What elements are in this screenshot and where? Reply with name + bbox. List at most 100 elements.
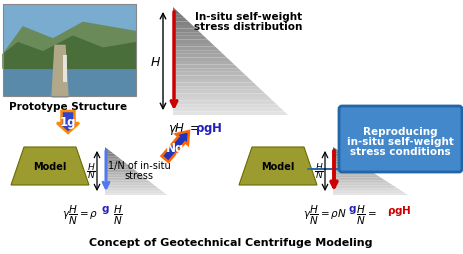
Polygon shape <box>105 157 119 158</box>
Polygon shape <box>333 157 350 158</box>
Text: H: H <box>150 55 160 68</box>
Text: Ng: Ng <box>165 142 184 155</box>
Polygon shape <box>105 194 167 195</box>
Polygon shape <box>173 105 280 108</box>
Polygon shape <box>173 15 184 19</box>
Polygon shape <box>173 8 177 11</box>
Bar <box>3 5 136 55</box>
Polygon shape <box>105 168 134 170</box>
Text: stress: stress <box>125 170 154 180</box>
Text: Reproducing: Reproducing <box>363 126 438 136</box>
Text: $\gamma\dfrac{H}{N}=\rho$: $\gamma\dfrac{H}{N}=\rho$ <box>62 203 98 226</box>
Polygon shape <box>105 171 138 173</box>
Polygon shape <box>333 194 408 195</box>
Text: H: H <box>315 163 322 172</box>
Polygon shape <box>333 162 358 163</box>
Polygon shape <box>105 176 144 178</box>
Text: N: N <box>87 171 94 180</box>
Polygon shape <box>333 182 390 184</box>
Polygon shape <box>105 152 113 154</box>
Polygon shape <box>173 98 273 101</box>
Polygon shape <box>333 152 343 154</box>
Polygon shape <box>333 187 398 189</box>
Bar <box>3 5 136 97</box>
Polygon shape <box>105 178 146 179</box>
Polygon shape <box>239 147 317 185</box>
Polygon shape <box>105 149 109 151</box>
Text: Concept of Geotechnical Centrifuge Modeling: Concept of Geotechnical Centrifuge Model… <box>89 237 373 247</box>
Polygon shape <box>105 186 156 187</box>
Polygon shape <box>105 162 125 163</box>
Polygon shape <box>105 155 118 157</box>
Polygon shape <box>105 173 140 174</box>
Polygon shape <box>173 83 257 87</box>
Polygon shape <box>173 101 276 105</box>
Polygon shape <box>105 158 121 160</box>
Polygon shape <box>173 51 223 55</box>
Text: $\mathbf{g}$: $\mathbf{g}$ <box>100 203 109 215</box>
Polygon shape <box>173 94 269 98</box>
Polygon shape <box>173 40 211 44</box>
Polygon shape <box>105 179 149 181</box>
Polygon shape <box>105 163 128 165</box>
Text: Prototype Structure: Prototype Structure <box>9 102 127 112</box>
Text: $\gamma\dfrac{H}{N}=\rho N$: $\gamma\dfrac{H}{N}=\rho N$ <box>303 203 347 226</box>
Polygon shape <box>173 112 288 116</box>
Text: Model: Model <box>33 161 67 171</box>
Polygon shape <box>333 167 365 168</box>
Polygon shape <box>173 76 250 80</box>
Text: $\mathbf{\rho gH}$: $\mathbf{\rho gH}$ <box>387 203 412 217</box>
Polygon shape <box>105 174 142 176</box>
Polygon shape <box>333 184 393 186</box>
Polygon shape <box>333 149 338 151</box>
Polygon shape <box>333 171 373 173</box>
Polygon shape <box>173 29 200 33</box>
Polygon shape <box>333 176 381 178</box>
Polygon shape <box>173 26 196 29</box>
Polygon shape <box>173 108 284 112</box>
Polygon shape <box>11 147 89 185</box>
Polygon shape <box>333 173 375 174</box>
Polygon shape <box>173 44 215 47</box>
Polygon shape <box>333 160 356 162</box>
Text: 1/N of in-situ: 1/N of in-situ <box>108 161 170 171</box>
Text: $\gamma H\ =\ $: $\gamma H\ =\ $ <box>168 121 200 136</box>
Polygon shape <box>105 167 132 168</box>
FancyArrow shape <box>162 132 189 162</box>
Text: $\bfρgH$: $\bfρgH$ <box>195 121 223 136</box>
Polygon shape <box>333 189 400 190</box>
Text: $\dfrac{H}{N}$: $\dfrac{H}{N}$ <box>113 203 123 226</box>
Polygon shape <box>173 37 207 40</box>
FancyArrow shape <box>57 112 79 133</box>
Polygon shape <box>173 22 192 26</box>
Polygon shape <box>333 158 353 160</box>
Text: Model: Model <box>261 161 294 171</box>
Polygon shape <box>173 90 265 94</box>
Polygon shape <box>105 184 155 186</box>
Polygon shape <box>173 69 242 72</box>
Polygon shape <box>333 151 340 152</box>
Polygon shape <box>333 170 370 171</box>
Polygon shape <box>173 19 188 22</box>
Text: In-situ self-weight: In-situ self-weight <box>195 12 302 22</box>
Polygon shape <box>333 192 406 194</box>
Polygon shape <box>52 46 68 98</box>
Polygon shape <box>105 182 152 184</box>
Polygon shape <box>333 174 378 176</box>
Polygon shape <box>173 80 254 83</box>
Text: $\mathbf{g}$: $\mathbf{g}$ <box>348 203 357 215</box>
Polygon shape <box>105 154 115 155</box>
Polygon shape <box>333 168 368 170</box>
Polygon shape <box>333 190 403 192</box>
Polygon shape <box>173 47 219 51</box>
Polygon shape <box>105 151 111 152</box>
Polygon shape <box>105 147 107 149</box>
Text: in-situ self-weight: in-situ self-weight <box>347 136 454 146</box>
Polygon shape <box>173 72 246 76</box>
Polygon shape <box>105 160 124 162</box>
Text: 1g: 1g <box>60 116 76 129</box>
Text: N: N <box>315 171 322 180</box>
Bar <box>3 65 136 97</box>
Text: stress conditions: stress conditions <box>350 146 451 156</box>
Polygon shape <box>333 154 345 155</box>
